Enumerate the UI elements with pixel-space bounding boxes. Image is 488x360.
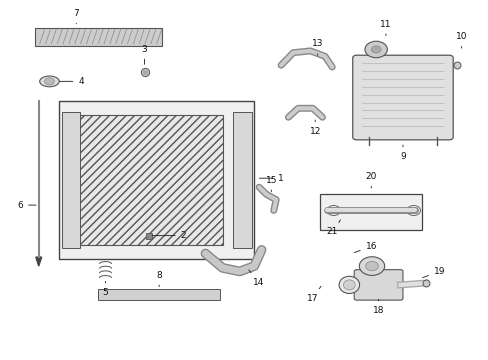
Bar <box>35 28 161 45</box>
Text: 5: 5 <box>102 282 108 297</box>
FancyBboxPatch shape <box>353 270 402 300</box>
Text: 15: 15 <box>265 176 277 192</box>
Text: 10: 10 <box>455 32 466 48</box>
Ellipse shape <box>40 76 59 87</box>
Circle shape <box>359 257 384 275</box>
Text: 2: 2 <box>152 231 186 240</box>
Bar <box>61 112 80 248</box>
Ellipse shape <box>338 276 359 293</box>
Text: 11: 11 <box>379 19 391 36</box>
Text: 13: 13 <box>311 39 323 55</box>
Circle shape <box>44 78 54 85</box>
Text: 9: 9 <box>399 145 405 161</box>
Circle shape <box>406 206 420 216</box>
Circle shape <box>364 41 386 58</box>
Text: 7: 7 <box>73 9 79 24</box>
FancyBboxPatch shape <box>352 55 452 140</box>
Text: 12: 12 <box>309 120 320 136</box>
Text: 21: 21 <box>326 220 340 237</box>
Text: 8: 8 <box>156 270 162 287</box>
Text: 19: 19 <box>422 267 445 278</box>
Text: 16: 16 <box>354 242 376 253</box>
Text: 20: 20 <box>365 172 376 188</box>
Text: 14: 14 <box>248 270 264 287</box>
Bar <box>59 101 254 259</box>
Text: 18: 18 <box>372 299 384 315</box>
Bar <box>76 116 222 244</box>
Bar <box>98 289 220 300</box>
Bar <box>320 194 422 230</box>
Text: 4: 4 <box>60 77 84 86</box>
Text: 6: 6 <box>17 201 36 210</box>
Polygon shape <box>36 257 41 266</box>
Circle shape <box>370 46 380 53</box>
Text: 1: 1 <box>259 174 284 183</box>
Text: 17: 17 <box>306 286 320 303</box>
Circle shape <box>326 206 340 216</box>
Bar <box>233 112 251 248</box>
Circle shape <box>365 261 378 271</box>
Ellipse shape <box>343 280 354 290</box>
Text: 3: 3 <box>142 45 147 64</box>
